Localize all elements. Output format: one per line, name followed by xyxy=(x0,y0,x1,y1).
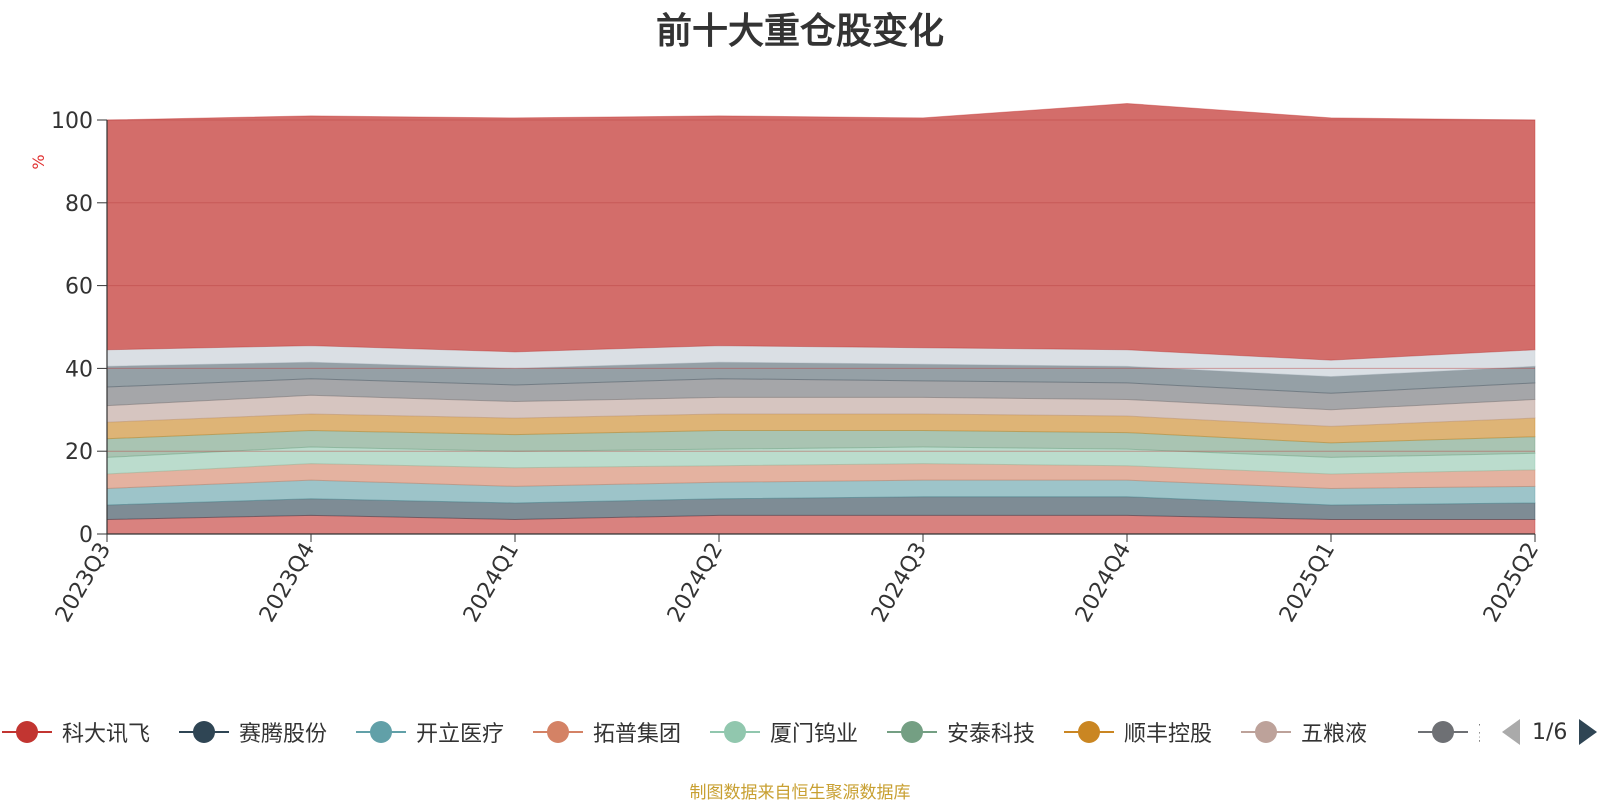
series-area-6 xyxy=(106,413,1536,444)
legend-prev-page-button[interactable] xyxy=(1500,717,1522,747)
legend-marker-icon xyxy=(710,721,760,743)
legend-label: 五粮液 xyxy=(1301,722,1368,747)
series-area-7 xyxy=(106,394,1536,427)
legend-label: 拓普集团 xyxy=(593,722,682,747)
arrow-left-icon xyxy=(1502,719,1520,745)
legend-marker-icon xyxy=(179,721,229,743)
legend-marker-icon xyxy=(356,721,406,743)
y-tick-label: 60 xyxy=(65,275,93,300)
legend-items-viewport: 科大讯飞 赛腾股份 开立医疗 拓普集团 厦门钨业 安泰科技 顺丰控股 五粮液 药明康德 xyxy=(0,712,1480,756)
series-area-9 xyxy=(106,361,1536,394)
series-area-10 xyxy=(106,345,1536,378)
legend-label: 科大讯飞 xyxy=(62,722,151,747)
chart-title: 前十大重仓股变化 xyxy=(655,11,944,52)
legend-item[interactable]: 赛腾股份 xyxy=(179,712,327,752)
y-tick-label: 100 xyxy=(51,109,93,134)
legend-marker-icon xyxy=(887,721,937,743)
legend-label: 赛腾股份 xyxy=(239,722,328,747)
y-tick-label: 80 xyxy=(65,192,93,217)
legend-item[interactable]: 顺丰控股 xyxy=(1064,712,1212,752)
legend-label: 开立医疗 xyxy=(416,722,505,747)
legend-item[interactable]: 厦门钨业 xyxy=(710,712,858,752)
legend-item[interactable]: 拓普集团 xyxy=(533,712,681,752)
legend-label: 安泰科技 xyxy=(947,722,1036,747)
x-tick-label: 2023Q3 xyxy=(51,539,116,627)
y-tick-label: 40 xyxy=(65,357,93,382)
legend-marker-icon xyxy=(533,721,583,743)
legend-item[interactable]: 安泰科技 xyxy=(887,712,1035,752)
legend: 科大讯飞 赛腾股份 开立医疗 拓普集团 厦门钨业 安泰科技 顺丰控股 五粮液 药明康德 1/6 xyxy=(0,712,1600,756)
x-tick-label: 2024Q2 xyxy=(663,539,728,627)
x-tick-label: 2024Q3 xyxy=(867,539,932,627)
legend-marker-icon xyxy=(1418,721,1468,743)
series-area-8 xyxy=(106,378,1536,411)
x-tick-label: 2024Q4 xyxy=(1071,539,1136,627)
legend-next-page-button[interactable] xyxy=(1577,717,1599,747)
series-area-11 xyxy=(106,102,1536,361)
legend-label: 药明康德 xyxy=(1478,716,1480,748)
x-tick-label: 2023Q4 xyxy=(255,539,320,627)
arrow-right-icon xyxy=(1579,719,1598,745)
chart-area: 0 20 40 60 80 100 2023Q3 2023Q4 2024Q1 2024Q2 2024… xyxy=(29,102,1544,627)
legend-page-indicator: 1/6 xyxy=(1532,719,1568,745)
data-source-note: 制图数据来自恒生聚源数据库 xyxy=(689,783,911,803)
legend-item[interactable]: 科大讯飞 xyxy=(2,712,150,752)
y-tick-label: 0 xyxy=(79,523,93,548)
y-axis-unit-label: % xyxy=(29,154,48,169)
x-tick-label: 2024Q1 xyxy=(459,539,524,627)
x-tick-label: 2025Q2 xyxy=(1479,539,1544,627)
y-tick-label: 20 xyxy=(65,440,93,465)
legend-item[interactable]: 五粮液 xyxy=(1241,712,1367,752)
legend-item[interactable]: 开立医疗 xyxy=(356,712,504,752)
x-tick-label: 2025Q1 xyxy=(1275,539,1340,627)
legend-label: 顺丰控股 xyxy=(1124,722,1213,747)
legend-pager: 1/6 xyxy=(1500,712,1599,752)
legend-item[interactable]: 药明康德 xyxy=(1418,712,1480,752)
legend-label: 厦门钨业 xyxy=(770,722,859,747)
legend-marker-icon xyxy=(2,721,52,743)
legend-marker-icon xyxy=(1064,721,1114,743)
legend-marker-icon xyxy=(1241,721,1291,743)
